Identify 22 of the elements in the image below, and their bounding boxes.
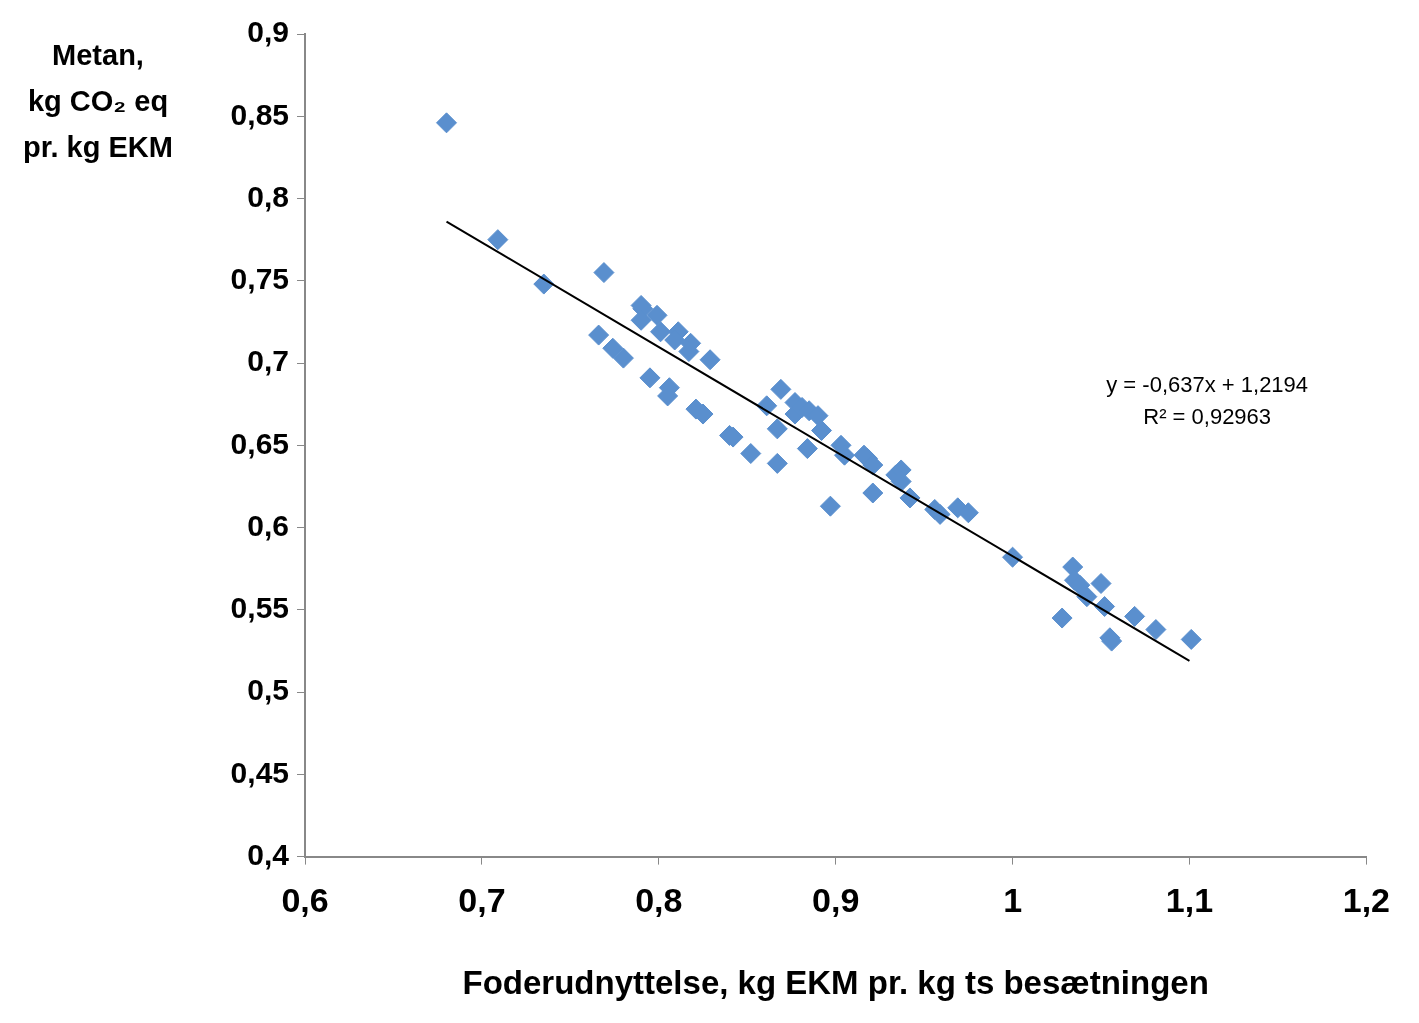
x-tick-label: 1	[1003, 881, 1023, 920]
x-tick-label: 1,1	[1165, 881, 1214, 920]
y-tick-label: 0,5	[247, 673, 289, 707]
x-axis-title: Foderudnyttelse, kg EKM pr. kg ts besætningen	[462, 964, 1209, 1002]
y-tick-label: 0,45	[230, 755, 289, 789]
y-tick-label: 0,9	[247, 15, 289, 49]
y-tick-label: 0,6	[247, 508, 289, 542]
y-tick-label: 0,75	[230, 262, 289, 296]
x-tick-label: 0,7	[458, 881, 506, 920]
x-tick-label: 1,2	[1342, 881, 1390, 920]
annotation: R² = 0,92963	[1143, 404, 1272, 430]
y-tick-label: 0,85	[230, 97, 289, 131]
x-tick-label: 0,9	[812, 881, 860, 920]
y-tick-label: 0,65	[230, 426, 289, 460]
y-tick-label: 0,8	[247, 179, 289, 213]
y-tick-label: 0,7	[247, 344, 289, 378]
y-tick-label: 0,55	[230, 591, 289, 625]
y-axis-title: Metan, kg CO₂ eq pr. kg EKM	[22, 38, 174, 165]
annotation: y = -0,637x + 1,2194	[1106, 372, 1309, 398]
x-tick-label: 0,8	[635, 881, 683, 920]
y-tick-label: 0,4	[247, 837, 290, 871]
x-tick-label: 0,6	[281, 881, 329, 920]
